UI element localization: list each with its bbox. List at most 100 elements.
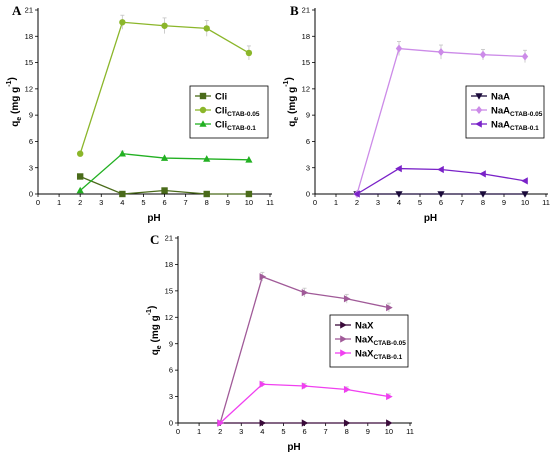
- data-point: [395, 44, 403, 53]
- y-axis-label: qe (mg g-1): [146, 306, 163, 356]
- legend-marker: [199, 120, 207, 127]
- y-tick-label: 12: [302, 84, 310, 93]
- x-tick-label: 6: [439, 198, 443, 207]
- y-axis-label-part: q: [287, 121, 298, 127]
- x-axis-label: pH: [147, 213, 160, 224]
- legend-marker: [340, 335, 347, 343]
- y-tick-label: 15: [165, 286, 173, 295]
- x-tick-label: 8: [481, 198, 485, 207]
- data-point: [521, 177, 528, 185]
- data-point: [301, 289, 309, 297]
- legend-entry: NaX: [355, 321, 374, 332]
- y-axis-label-part: e: [156, 345, 163, 349]
- data-point: [259, 273, 267, 281]
- data-point: [76, 150, 84, 157]
- legend-entry-name: NaA: [491, 106, 510, 117]
- data-point: [301, 419, 309, 427]
- series-line: [356, 167, 526, 195]
- data-point: [161, 187, 168, 194]
- y-axis-label-part: q: [150, 349, 161, 355]
- legend-entry-name: NaX: [355, 321, 374, 332]
- x-tick-label: 6: [162, 198, 166, 207]
- y-axis-label-part: -1: [146, 309, 153, 315]
- series-3: [217, 380, 393, 427]
- y-tick-label: 3: [306, 163, 310, 172]
- x-tick-label: 11: [266, 198, 274, 207]
- legend-entry-name: Cli: [215, 120, 227, 131]
- x-tick-label: 2: [218, 427, 222, 436]
- y-axis-label-part: -1: [6, 80, 13, 86]
- y-tick-label: 0: [29, 190, 33, 199]
- x-tick-label: 8: [205, 198, 209, 207]
- x-tick-label: 7: [460, 198, 464, 207]
- y-tick-label: 15: [302, 58, 310, 67]
- legend-marker: [475, 120, 482, 128]
- x-tick-label: 10: [521, 198, 529, 207]
- y-tick-label: 0: [169, 419, 173, 428]
- x-tick-label: 7: [324, 427, 328, 436]
- y-axis-label-part: q: [10, 121, 21, 127]
- series-1: [76, 173, 253, 198]
- data-point: [76, 186, 84, 194]
- y-tick-label: 12: [165, 313, 173, 322]
- x-tick-label: 5: [281, 427, 285, 436]
- x-axis-label: pH: [424, 213, 437, 224]
- legend-entry: NaA: [491, 92, 510, 103]
- y-tick-label: 9: [29, 111, 33, 120]
- data-point: [353, 190, 360, 198]
- x-tick-label: 5: [418, 198, 422, 207]
- legend-entry: CliCTAB-0.1: [215, 120, 256, 133]
- x-tick-label: 1: [57, 198, 61, 207]
- data-point: [259, 419, 267, 427]
- y-tick-label: 18: [25, 32, 33, 41]
- y-axis-label-part: (mg g: [10, 87, 21, 117]
- legend-entry-name: NaX: [355, 335, 374, 346]
- x-tick-label: 10: [385, 427, 393, 436]
- y-axis-label-part: ): [284, 77, 295, 80]
- data-point: [437, 165, 444, 174]
- data-point: [437, 48, 445, 57]
- data-point: [343, 385, 351, 394]
- data-point: [245, 190, 253, 198]
- y-tick-label: 3: [169, 392, 173, 401]
- data-point: [386, 303, 393, 312]
- data-point: [76, 173, 84, 180]
- x-tick-label: 3: [239, 427, 243, 436]
- series-3: [76, 149, 253, 194]
- legend-entry-name: NaX: [355, 349, 374, 360]
- legend-marker: [475, 93, 483, 100]
- data-point: [386, 392, 393, 401]
- legend-entry-subscript: CTAB-0.05: [510, 111, 543, 118]
- data-point: [161, 22, 168, 29]
- y-tick-label: 0: [306, 190, 310, 199]
- x-tick-label: 1: [334, 198, 338, 207]
- y-tick-label: 21: [302, 6, 310, 15]
- legend-marker: [475, 106, 483, 114]
- x-tick-label: 9: [502, 198, 506, 207]
- legend-entry: NaACTAB-0.1: [491, 120, 539, 133]
- legend-marker: [340, 349, 347, 357]
- legend-entry-subscript: CTAB-0.05: [373, 340, 406, 347]
- y-axis-label-part: (mg g: [150, 315, 161, 345]
- legend-entry-name: NaA: [491, 92, 510, 103]
- data-point: [521, 191, 529, 198]
- series-2: [76, 14, 253, 157]
- y-tick-label: 6: [306, 137, 310, 146]
- panel-label: B: [290, 3, 299, 18]
- x-axis-label: pH: [287, 442, 300, 453]
- y-axis-label: qe (mg g-1): [283, 77, 300, 127]
- legend-entry-subscript: CTAB-0.05: [227, 111, 260, 118]
- y-axis-label-part: e: [16, 117, 23, 121]
- y-axis-label-part: -1: [283, 80, 290, 86]
- series-line: [219, 383, 390, 424]
- y-tick-label: 21: [25, 6, 33, 15]
- legend-entry: Cli: [215, 92, 227, 103]
- y-tick-label: 21: [165, 234, 173, 243]
- legend-marker: [199, 92, 207, 100]
- y-tick-label: 18: [165, 260, 173, 269]
- legend-marker: [340, 321, 347, 329]
